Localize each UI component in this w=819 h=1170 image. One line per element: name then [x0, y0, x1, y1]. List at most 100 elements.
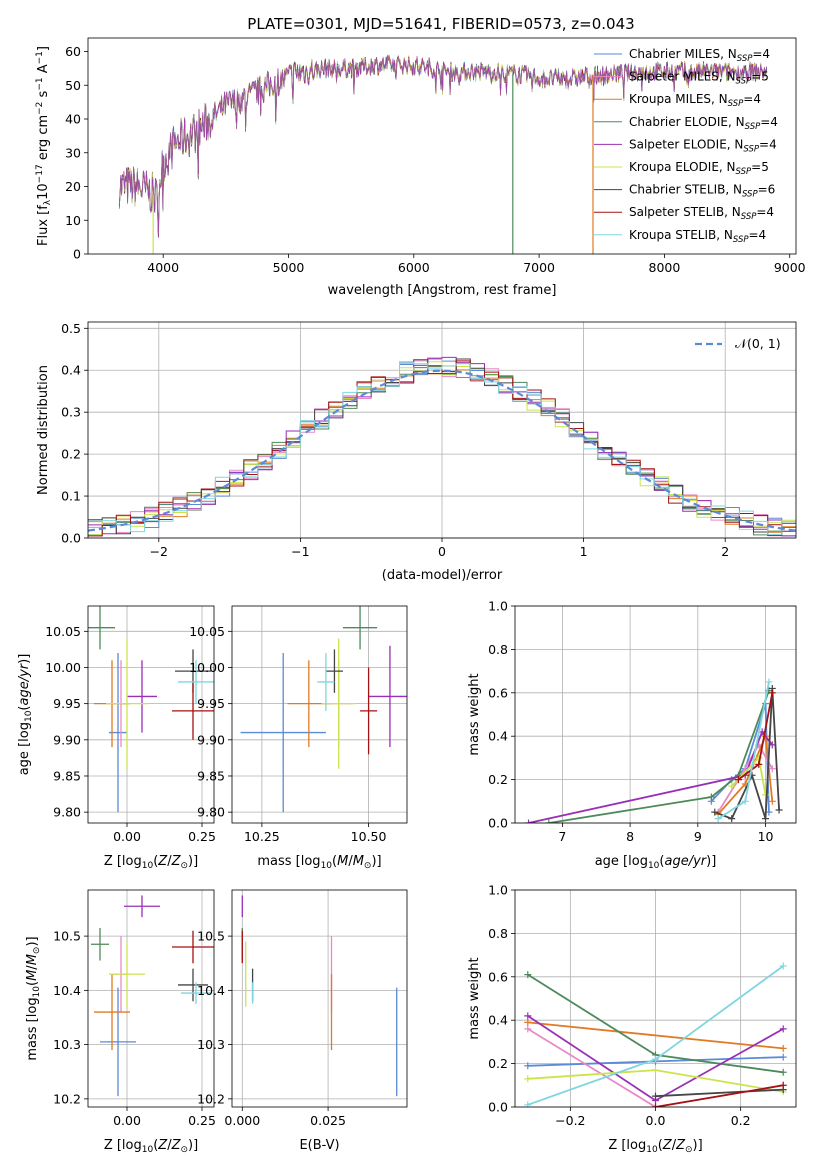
legend-entry: 𝒩(0, 1): [735, 336, 781, 351]
weight-marker: [779, 1025, 787, 1033]
label-part: erg cm: [36, 115, 51, 164]
label-part: (: [332, 854, 337, 869]
label-part: )]: [371, 854, 381, 869]
legend-label: Chabrier STELIB, N: [629, 183, 742, 197]
legend-entry: Salpeter MILES, NSSP=5: [629, 70, 769, 87]
x-tick-label: 0.25: [188, 829, 216, 844]
label-part: 10: [646, 1145, 658, 1155]
label-part: wavelength [Angstrom, rest frame]: [328, 283, 557, 298]
weight-marker: [652, 1066, 659, 1074]
label-part: (: [153, 1138, 158, 1153]
x-tick-label: 0.0: [646, 1113, 666, 1128]
plot-area: [525, 678, 783, 823]
label-part: M: [25, 954, 40, 965]
legend-entry: Salpeter STELIB, NSSP=4: [629, 205, 774, 222]
plot-area: [91, 895, 214, 1097]
weight-marker: [524, 1075, 532, 1083]
x-tick-label: 7: [558, 829, 566, 844]
legend-suffix: =5: [751, 70, 769, 84]
y-tick-label: 0.6: [488, 685, 508, 700]
label-part: −1: [35, 77, 45, 90]
legend-suffix: =5: [751, 160, 769, 174]
label-part: age [log: [17, 722, 32, 775]
weight-marker: [545, 819, 553, 823]
weight-marker: [707, 793, 715, 801]
x-tick-label: 0: [438, 544, 446, 559]
figure-title: PLATE=0301, MJD=51641, FIBERID=0573, z=0…: [247, 15, 634, 33]
panel-weight_vs_Z: −0.2 0.0 0.20.00.20.40.60.81.0Z [log10(Z/Z…: [467, 883, 797, 1155]
x-tick-label: 1: [580, 544, 588, 559]
legend-entry: Kroupa MILES, NSSP=4: [629, 92, 761, 109]
y-axis-label: mass weight: [467, 957, 482, 1039]
x-tick-label: 0.25: [188, 1113, 216, 1128]
x-tick-label: 0.00: [113, 829, 141, 844]
label-part: M: [25, 970, 40, 981]
axes-frame: [87, 889, 215, 1108]
panel-spectrum: 4000 5000 6000 7000 8000 9000 0 10 20 30 40 50 60 Cha…: [35, 37, 806, 298]
x-tick-label: 10.50: [351, 829, 387, 844]
y-tick-label: 0.5: [61, 321, 81, 336]
weight-line: [714, 688, 780, 820]
x-tick-label: 9000: [774, 260, 806, 275]
y-tick-label: 1.0: [488, 883, 508, 898]
grid: [88, 890, 214, 1107]
y-axis-label: age [log10(age/yr)]: [17, 654, 34, 776]
y-tick-label: 10.05: [189, 624, 225, 639]
x-tick-label: −0.2: [555, 1113, 585, 1128]
label-part: mass [log: [257, 854, 320, 869]
legend-label: Salpeter MILES, N: [629, 70, 736, 84]
panel-age_vs_Z: 0.00 0.25 9.80 9.85 9.90 9.95 10.00 10.05 Z [log…: [17, 605, 216, 871]
legend-entry: Kroupa ELODIE, NSSP=5: [629, 160, 769, 177]
y-tick-label: 0.0: [61, 531, 81, 546]
y-tick-label: 0.1: [61, 489, 81, 504]
weight-marker: [524, 1101, 532, 1107]
label-part: /: [167, 1138, 172, 1153]
label-part: age/yr: [664, 854, 707, 869]
label-part: )]: [188, 854, 198, 869]
label-part: mass [log: [25, 997, 40, 1060]
label-part: ⊙: [180, 861, 188, 871]
y-tick-label: 60: [65, 44, 81, 59]
y-tick-label: 0.0: [488, 816, 508, 831]
x-tick-label: 10.25: [244, 829, 280, 844]
weight-line: [717, 743, 774, 813]
weight-marker: [714, 815, 722, 823]
weight-line: [548, 690, 770, 823]
weight-marker: [524, 1018, 532, 1026]
label-part: /: [167, 854, 172, 869]
x-axis-label: E(B-V): [299, 1138, 339, 1153]
legend-suffix: =4: [756, 205, 774, 219]
label-part: M: [353, 854, 364, 869]
label-part: 10: [648, 861, 660, 871]
y-tick-label: 40: [65, 112, 81, 127]
label-part: ⊙: [685, 1145, 693, 1155]
y-tick-label: 20: [65, 179, 81, 194]
legend-suffix: =4: [760, 115, 778, 129]
grid: [232, 606, 407, 823]
y-tick-label: 10.2: [197, 1091, 225, 1106]
legend-sub: SSP: [743, 144, 759, 154]
y-tick-label: 10.3: [197, 1037, 225, 1052]
y-tick-label: 9.80: [53, 805, 81, 820]
legend-sub: SSP: [736, 77, 752, 87]
x-tick-label: 6000: [398, 260, 430, 275]
legend-sub: SSP: [736, 167, 752, 177]
weight-marker: [734, 776, 742, 784]
label-part: 10: [32, 986, 42, 998]
weight-marker: [524, 1012, 532, 1020]
plot-area: [240, 606, 407, 813]
y-tick-label: 0.8: [488, 926, 508, 941]
y-tick-label: 0.4: [488, 1013, 508, 1028]
x-axis-label: (data-model)/error: [382, 568, 503, 583]
legend-entry: Chabrier STELIB, NSSP=6: [629, 183, 775, 200]
label-part: )]: [25, 936, 40, 946]
x-tick-label: 0.025: [310, 1113, 346, 1128]
label-part: Z: [675, 1138, 686, 1153]
y-tick-label: 30: [65, 145, 81, 160]
x-axis-label: Z [log10(Z/Z⊙)]: [104, 1138, 198, 1155]
label-part: Z [log: [104, 854, 142, 869]
legend-sub: SSP: [737, 54, 753, 64]
plot-area: [524, 962, 787, 1107]
